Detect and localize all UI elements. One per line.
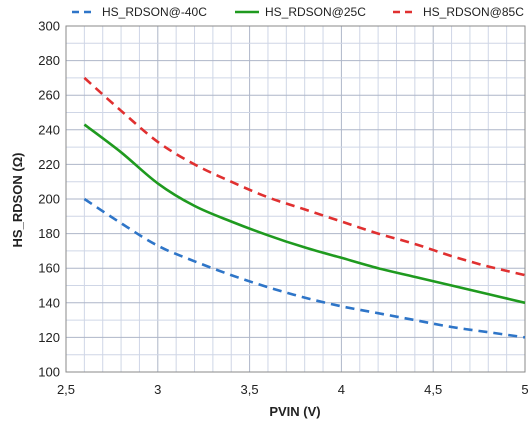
y-tick-label: 140	[38, 295, 60, 310]
x-tick-label: 2,5	[57, 382, 75, 397]
y-tick-label: 280	[38, 53, 60, 68]
y-tick-label: 160	[38, 261, 60, 276]
x-tick-label: 3	[154, 382, 161, 397]
legend-label: HS_RDSON@85C	[423, 5, 524, 19]
y-tick-label: 200	[38, 192, 60, 207]
x-tick-label: 5	[521, 382, 528, 397]
legend-label: HS_RDSON@-40C	[102, 5, 207, 19]
y-tick-label: 220	[38, 157, 60, 172]
y-tick-label: 300	[38, 19, 60, 34]
y-tick-label: 100	[38, 365, 60, 380]
series-line	[83, 123, 526, 305]
y-tick-label: 180	[38, 226, 60, 241]
series-line	[83, 197, 526, 339]
x-axis-ticks: 2,5 3 3,5 4 4,5 5	[57, 382, 529, 397]
y-tick-label: 240	[38, 122, 60, 137]
x-axis-title: PVIN (V)	[269, 404, 320, 419]
legend: HS_RDSON@-40C HS_RDSON@25C HS_RDSON@85C	[72, 5, 524, 19]
series-line	[83, 76, 526, 277]
series-lines	[83, 76, 526, 339]
x-tick-label: 4,5	[424, 382, 442, 397]
x-tick-label: 4	[338, 382, 345, 397]
y-axis-title: HS_RDSON (Ω)	[10, 153, 25, 248]
x-tick-label: 3,5	[241, 382, 259, 397]
plot-frame	[65, 25, 526, 373]
y-tick-label: 260	[38, 88, 60, 103]
legend-label: HS_RDSON@25C	[265, 5, 366, 19]
y-tick-label: 120	[38, 330, 60, 345]
y-axis-ticks: 100 120 140 160 180 200 220 240 260 280 300	[38, 19, 60, 380]
grid	[66, 26, 525, 372]
